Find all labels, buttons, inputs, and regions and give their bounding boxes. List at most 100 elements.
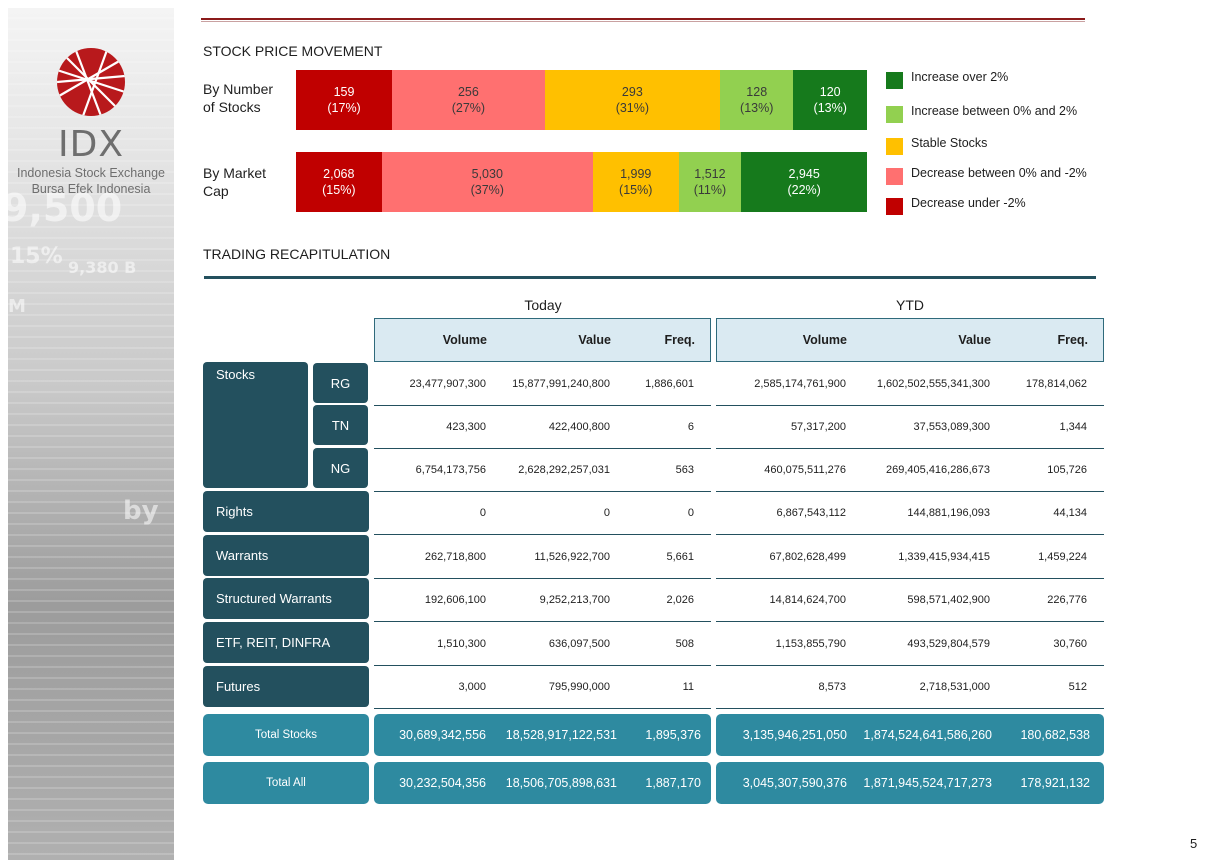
total-cell: 1,871,945,524,717,273 [863, 776, 992, 790]
stacked-bar-by-number: 159 (17%) 256 (27%) 293 (31%) 128 (13%) 120 (13%) [296, 70, 867, 130]
bar-segment: 256 (27%) [392, 70, 545, 130]
total-row-label: Total All [203, 762, 369, 804]
total-cell: 1,895,376 [645, 728, 701, 742]
legend-swatch [886, 106, 903, 123]
table-row-ytd: 460,075,511,276 269,405,416,286,673 105,72… [716, 448, 1104, 491]
table-row-today: 3,000 795,990,000 11 [374, 665, 711, 708]
top-divider [201, 18, 1085, 22]
sidebar-decoration: 15% [10, 244, 63, 269]
table-cell: 105,726 [1047, 463, 1087, 476]
table-cell: 5,661 [666, 550, 694, 563]
row-divider [716, 405, 1104, 406]
table-cell: 262,718,800 [424, 550, 486, 563]
table-cell: 11,526,922,700 [534, 550, 610, 563]
ytd-column-header: Volume Value Freq. [716, 318, 1104, 362]
row-divider [374, 534, 711, 535]
table-cell: 422,400,800 [548, 420, 610, 433]
table-row-today: 1,510,300 636,097,500 508 [374, 622, 711, 665]
table-row-ytd: 67,802,628,499 1,339,415,934,415 1,459,224 [716, 535, 1104, 578]
table-row-ytd: 1,153,855,790 493,529,804,579 30,760 [716, 622, 1104, 665]
legend-swatch [886, 198, 903, 215]
page-number: 5 [1190, 836, 1198, 851]
table-cell: 563 [675, 463, 694, 476]
total-row-ytd: 3,135,946,251,050 1,874,524,641,586,260 18… [716, 714, 1104, 756]
total-cell: 1,874,524,641,586,260 [863, 728, 992, 742]
subcategory-tn: TN [313, 405, 368, 445]
total-cell: 178,921,132 [1020, 776, 1090, 790]
table-cell: 1,153,855,790 [775, 637, 846, 650]
table-cell: 795,990,000 [548, 680, 610, 693]
table-cell: 23,477,907,300 [409, 377, 486, 390]
table-cell: 9,252,213,700 [539, 593, 610, 606]
bar-segment: 128 (13%) [719, 70, 794, 130]
legend-swatch [886, 138, 903, 155]
segment-percent: (15%) [322, 183, 356, 197]
table-cell: 2,718,531,000 [919, 680, 990, 693]
table-row-today: 423,300 422,400,800 6 [374, 405, 711, 448]
table-row-ytd: 57,317,200 37,553,089,300 1,344 [716, 405, 1104, 448]
total-cell: 3,135,946,251,050 [742, 728, 847, 742]
table-cell: 14,814,624,700 [769, 593, 846, 606]
row-label-line: Cap [203, 183, 229, 199]
row-divider [374, 621, 711, 622]
table-row-today: 6,754,173,756 2,628,292,257,031 563 [374, 448, 711, 491]
segment-value: 2,945 [788, 167, 820, 181]
bar-segment: 2,945 (22%) [741, 152, 867, 212]
column-header-freq: Freq. [1057, 333, 1088, 347]
legend-label: Decrease between 0% and -2% [911, 166, 1087, 180]
bar-segment: 293 (31%) [544, 70, 720, 130]
total-cell: 18,528,917,122,531 [505, 728, 617, 742]
table-cell: 636,097,500 [548, 637, 610, 650]
table-cell: 6,867,543,112 [776, 506, 846, 519]
table-cell: 1,602,502,555,341,300 [876, 377, 990, 390]
segment-value: 1,999 [620, 167, 652, 181]
row-label-line: of Stocks [203, 99, 261, 115]
bar-segment: 1,512 (11%) [678, 152, 742, 212]
table-cell: 269,405,416,286,673 [886, 463, 990, 476]
section-divider [204, 276, 1096, 279]
column-header-value: Value [958, 333, 991, 347]
row-divider [374, 491, 711, 492]
segment-value: 256 [457, 85, 479, 99]
sidebar-decoration: 9,380 B [68, 258, 137, 277]
column-header-volume: Volume [442, 333, 487, 347]
table-cell: 0 [479, 506, 486, 519]
row-divider [716, 534, 1104, 535]
bar-segment: 5,030 (37%) [381, 152, 593, 212]
legend-swatch [886, 72, 903, 89]
segment-percent: (13%) [740, 101, 774, 115]
legend-label: Decrease under -2% [911, 196, 1026, 210]
table-row-today: 262,718,800 11,526,922,700 5,661 [374, 535, 711, 578]
segment-value: 128 [746, 85, 768, 99]
table-cell: 6 [687, 420, 694, 433]
row-label-by-number: By Number of Stocks [203, 80, 273, 116]
row-divider [716, 708, 1104, 709]
table-cell: 512 [1068, 680, 1087, 693]
total-cell: 30,689,342,556 [399, 728, 486, 742]
sidebar-decoration: by [123, 496, 159, 526]
group-header-today: Today [524, 297, 562, 313]
table-row-ytd: 2,585,174,761,900 1,602,502,555,341,300 17… [716, 362, 1104, 405]
column-header-freq: Freq. [664, 333, 695, 347]
column-header-value: Value [578, 333, 611, 347]
segment-percent: (27%) [451, 101, 486, 115]
row-label-by-market-cap: By Market Cap [203, 164, 266, 200]
stacked-bar-by-market-cap: 2,068 (15%) 5,030 (37%) 1,999 (15%) 1,512 (11%)… [296, 152, 867, 212]
table-cell: 460,075,511,276 [764, 463, 846, 476]
legend-item: Stable Stocks [886, 136, 987, 155]
category-warrants: Warrants [203, 535, 369, 576]
segment-percent: (15%) [619, 183, 653, 197]
bar-segment: 1,999 (15%) [592, 152, 679, 212]
table-cell: 1,510,300 [437, 637, 486, 650]
segment-value: 1,512 [694, 167, 726, 181]
table-cell: 1,344 [1059, 420, 1087, 433]
bar-segment: 159 (17%) [296, 70, 393, 130]
segment-percent: (37%) [470, 183, 504, 197]
table-cell: 598,571,402,900 [907, 593, 990, 606]
segment-percent: (22%) [787, 183, 821, 197]
table-cell: 2,628,292,257,031 [518, 463, 610, 476]
table-cell: 423,300 [446, 420, 486, 433]
total-row-ytd: 3,045,307,590,376 1,871,945,524,717,273 17… [716, 762, 1104, 804]
table-cell: 57,317,200 [790, 420, 846, 433]
table-row-today: 192,606,100 9,252,213,700 2,026 [374, 578, 711, 621]
